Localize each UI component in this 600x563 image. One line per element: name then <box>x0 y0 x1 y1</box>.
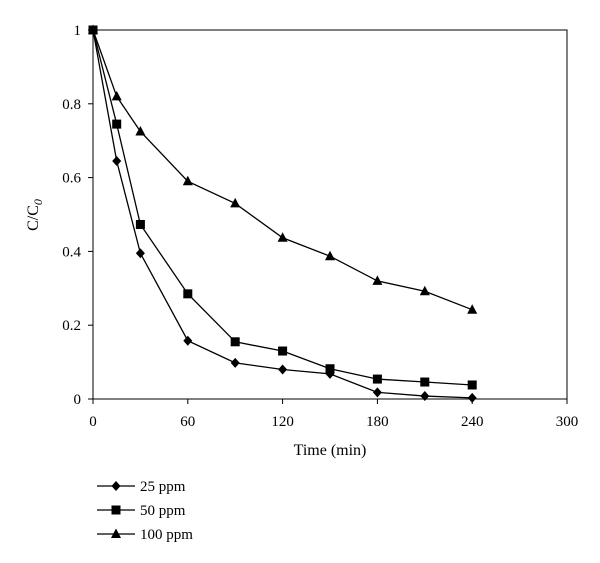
legend-item: 25 ppm <box>97 479 186 495</box>
series-square <box>88 25 477 390</box>
data-point <box>183 289 193 299</box>
y-tick-label: 1 <box>74 23 82 39</box>
x-tick-label: 0 <box>89 414 97 430</box>
x-axis-title: Time (min) <box>294 442 367 459</box>
y-axis-title-main: C/C <box>25 205 42 231</box>
data-point <box>230 337 240 347</box>
data-point <box>277 232 288 242</box>
data-point <box>420 377 430 387</box>
y-axis-title-subscript: 0 <box>31 199 45 205</box>
data-point <box>278 346 288 356</box>
x-tick-label: 240 <box>461 414 484 430</box>
data-point <box>278 364 288 375</box>
legend-label: 50 ppm <box>140 503 186 519</box>
series-line <box>92 29 473 386</box>
y-tick-label: 0.4 <box>62 244 81 260</box>
legend-item: 50 ppm <box>97 503 186 519</box>
data-point <box>88 24 98 34</box>
series-layer <box>88 24 478 403</box>
x-axis-ticks: 0 60 120 180 240 300 <box>89 399 578 430</box>
data-point <box>372 387 382 398</box>
y-axis-ticks: 0 0.2 0.4 0.6 0.8 1 <box>62 23 93 408</box>
data-point <box>467 304 478 314</box>
data-point <box>112 155 122 166</box>
data-point <box>325 364 335 374</box>
x-tick-label: 180 <box>366 414 389 430</box>
data-point <box>135 219 145 229</box>
data-point <box>467 380 477 390</box>
legend-marker <box>111 528 121 538</box>
legend-marker <box>111 505 121 515</box>
data-point <box>135 125 146 136</box>
y-tick-label: 0.6 <box>62 171 81 187</box>
x-tick-label: 300 <box>556 414 579 430</box>
legend-item: 100 ppm <box>97 527 193 543</box>
data-point <box>230 357 240 368</box>
data-point <box>111 90 122 101</box>
data-point <box>419 285 430 296</box>
data-point <box>325 250 335 261</box>
y-tick-label: 0.2 <box>62 318 81 334</box>
series-line <box>92 29 473 399</box>
y-tick-label: 0 <box>74 392 82 408</box>
plot-frame <box>92 29 568 400</box>
data-point <box>230 197 241 208</box>
series-line <box>92 29 473 311</box>
legend-label: 25 ppm <box>140 479 186 495</box>
legend: 25 ppm 50 ppm 100 ppm <box>97 479 193 543</box>
data-point <box>372 275 383 285</box>
data-point <box>135 248 145 259</box>
data-point <box>467 392 477 403</box>
data-point <box>182 175 193 186</box>
series-triangle <box>88 24 478 314</box>
legend-marker <box>111 481 121 491</box>
y-tick-label: 0.8 <box>62 97 81 113</box>
x-tick-label: 120 <box>271 414 294 430</box>
series-diamond <box>88 25 477 403</box>
x-tick-label: 60 <box>180 414 195 430</box>
data-point <box>420 391 430 402</box>
data-point <box>183 335 193 346</box>
plot-area <box>92 29 568 400</box>
legend-label: 100 ppm <box>140 527 193 543</box>
data-point <box>372 374 382 384</box>
data-point <box>112 119 122 129</box>
y-axis-title: C/C0 <box>25 199 45 231</box>
